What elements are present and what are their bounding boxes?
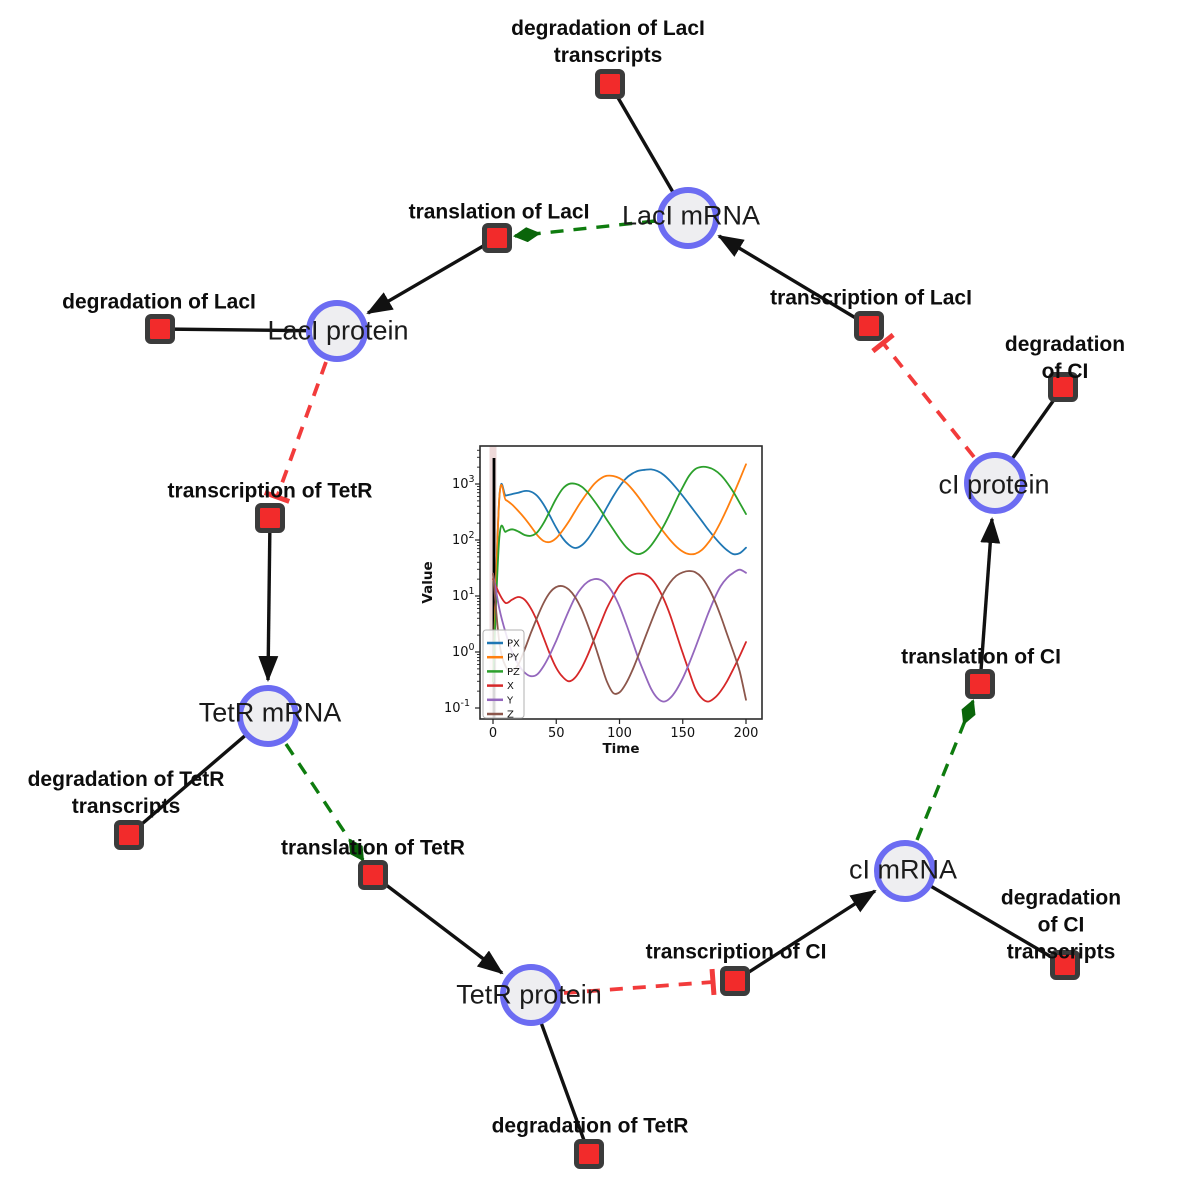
series-line-Z	[492, 570, 747, 701]
edge-transcription-ci-to-ci-mrna	[734, 889, 877, 983]
reaction-label-transcription-tetr: transcription of TetR	[167, 479, 373, 503]
reaction-node-translation-tetr	[358, 860, 388, 890]
y-tick-label: 103	[452, 474, 475, 492]
species-node-tetr-mrna	[237, 685, 299, 747]
legend-label-Z: Z	[507, 710, 514, 721]
edge-laci-protein-inhibits-transcription-tetr	[263, 361, 328, 504]
x-tick-label: 100	[607, 726, 632, 741]
x-tick-label: 50	[548, 726, 565, 741]
edge-ci-protein-inhibits-transcription-laci	[871, 332, 976, 459]
species-node-tetr-protein	[500, 964, 562, 1026]
reaction-label-deg-tetr: degradation of TetR	[491, 1114, 689, 1138]
series-line-PY	[492, 463, 747, 683]
series-line-PZ	[492, 465, 747, 683]
reaction-label-deg-laci: degradation of LacI	[62, 290, 256, 314]
species-node-laci-protein	[306, 300, 368, 362]
reaction-node-deg-ci-transcripts	[1050, 950, 1080, 980]
edge-laci-mrna-activates-translation	[513, 219, 656, 243]
plot-border	[479, 445, 763, 720]
legend-box	[482, 629, 525, 719]
edge-tetr-mrna-activates-translation	[284, 743, 365, 862]
species-label-ci-mrna: cI mRNA	[849, 854, 957, 885]
reaction-label-deg-ci-transcripts: degradation of CI transcripts	[1000, 886, 1122, 964]
y-axis-label: Value	[420, 561, 436, 603]
x-tick-label: 200	[734, 726, 759, 741]
reaction-node-deg-tetr	[574, 1139, 604, 1169]
legend-label-Y: Y	[506, 695, 514, 706]
reaction-node-deg-ci	[1048, 372, 1078, 402]
legend-label-X: X	[507, 681, 514, 692]
species-label-laci-mrna: LacI mRNA	[621, 200, 761, 231]
edge-translation-laci-to-laci-protein	[366, 236, 498, 315]
x-axis-label: Time	[602, 741, 639, 757]
reaction-node-deg-laci	[145, 314, 175, 344]
edge-tetr-protein-inhibits-transcription-ci	[563, 968, 717, 996]
species-label-tetr-mrna: TetR mRNA	[198, 697, 342, 728]
reaction-node-deg-tetr-transcripts	[114, 820, 144, 850]
reaction-label-deg-ci: degradation of CI	[1004, 333, 1126, 383]
y-tick-label: 10-1	[444, 698, 470, 716]
legend-label-PZ: PZ	[507, 667, 520, 678]
series-line-X	[492, 572, 747, 703]
reaction-label-transcription-laci: transcription of LacI	[770, 286, 972, 310]
reaction-node-translation-laci	[482, 223, 512, 253]
edge-transcription-tetr-to-tetr-mrna	[258, 517, 279, 682]
y-tick-label: 102	[452, 530, 475, 548]
series-line-Y	[492, 568, 747, 703]
edge-transcription-laci-to-laci-mrna	[717, 234, 870, 328]
species-label-ci-protein: cI protein	[938, 469, 1050, 500]
reaction-label-deg-laci-transcripts: degradation of LacI transcripts	[511, 17, 705, 67]
legend-label-PY: PY	[507, 653, 520, 664]
reaction-node-translation-ci	[965, 669, 995, 699]
x-tick-label: 0	[489, 726, 497, 741]
y-tick-label: 100	[452, 642, 475, 660]
x-tick-label: 150	[670, 726, 695, 741]
timecourse-plot: 0 50 100 150 200 Time 103 102 101 100 10-1 Value PX P…	[420, 445, 763, 757]
y-tick-label: 101	[452, 586, 475, 604]
legend-label-PX: PX	[507, 639, 520, 650]
species-node-laci-mrna	[657, 187, 719, 249]
reaction-node-transcription-tetr	[255, 503, 285, 533]
edge-translation-tetr-to-tetr-protein	[371, 873, 504, 975]
reaction-node-transcription-laci	[854, 311, 884, 341]
species-node-ci-mrna	[874, 840, 936, 902]
reaction-label-translation-ci: translation of CI	[901, 645, 1061, 669]
edge-ci-mrna-activates-translation	[915, 699, 976, 841]
species-node-ci-protein	[964, 452, 1026, 514]
species-label-tetr-protein: TetR protein	[456, 979, 602, 1010]
reaction-label-translation-laci: translation of LacI	[408, 200, 590, 224]
reaction-node-transcription-ci	[720, 966, 750, 996]
species-label-laci-protein: LacI protein	[267, 315, 409, 346]
edge-translation-ci-to-ci-protein	[978, 517, 1001, 685]
reaction-label-transcription-ci: transcription of CI	[645, 940, 827, 964]
reaction-label-translation-tetr: translation of TetR	[281, 836, 465, 860]
reaction-label-deg-tetr-transcripts: degradation of TetR transcripts	[27, 768, 225, 818]
simulation-inset-chart: 0 50 100 150 200 Time 103 102 101 100 10-1 Value PX P…	[418, 432, 780, 772]
series-line-PX	[492, 468, 747, 683]
reaction-node-deg-laci-transcripts	[595, 69, 625, 99]
